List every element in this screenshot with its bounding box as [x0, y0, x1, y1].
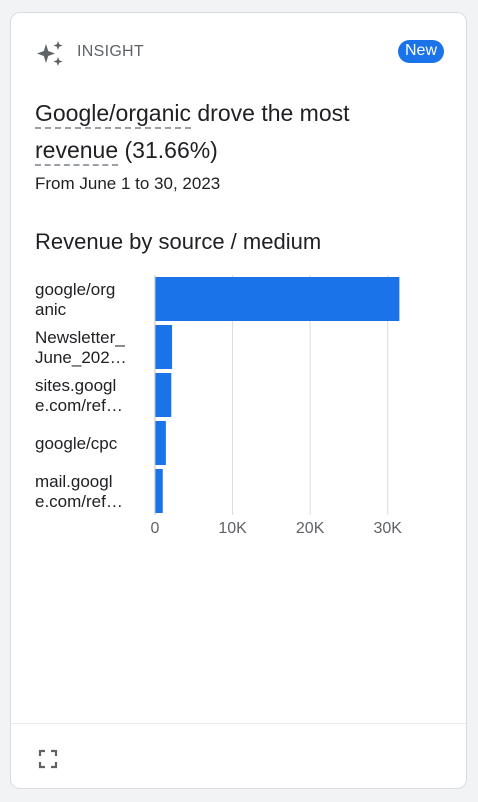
chart-title: Revenue by source / medium	[35, 229, 322, 254]
x-tick-label: 20K	[296, 520, 325, 537]
new-badge: New	[397, 40, 444, 63]
revenue-bar-chart: 0 10K 20K 30K google/org anic Newsletter_ June_…	[35, 275, 402, 537]
sparkle-icon	[37, 41, 63, 66]
dimension-link[interactable]: Google/organic	[35, 100, 191, 129]
x-tick-label: 0	[151, 520, 160, 537]
card-header: INSIGHT New	[35, 40, 444, 66]
date-range: From June 1 to 30, 2023	[35, 174, 221, 193]
insight-card: INSIGHT New Google/organic drove the mos…	[10, 12, 467, 789]
bar[interactable]	[155, 469, 163, 513]
category-label: Newsletter_ June_202…	[35, 328, 127, 367]
x-tick-label: 30K	[373, 520, 402, 537]
headline-text: drove the most	[191, 100, 350, 126]
footer-divider	[11, 723, 466, 724]
bar[interactable]	[155, 277, 400, 321]
insight-headline: Google/organic drove the most revenue (3…	[35, 95, 435, 169]
expand-icon[interactable]	[38, 749, 58, 769]
category-label: mail.googl e.com/ref…	[35, 472, 123, 511]
category-label: sites.googl e.com/ref…	[35, 376, 123, 415]
bar[interactable]	[155, 325, 173, 369]
category-label: google/cpc	[35, 434, 118, 453]
x-tick-label: 10K	[218, 520, 247, 537]
category-label: google/org anic	[35, 280, 115, 319]
insight-label: INSIGHT	[77, 43, 144, 60]
bar[interactable]	[155, 373, 172, 417]
headline-percent: (31.66%)	[118, 137, 218, 163]
metric-link[interactable]: revenue	[35, 137, 119, 166]
bar[interactable]	[155, 421, 166, 465]
